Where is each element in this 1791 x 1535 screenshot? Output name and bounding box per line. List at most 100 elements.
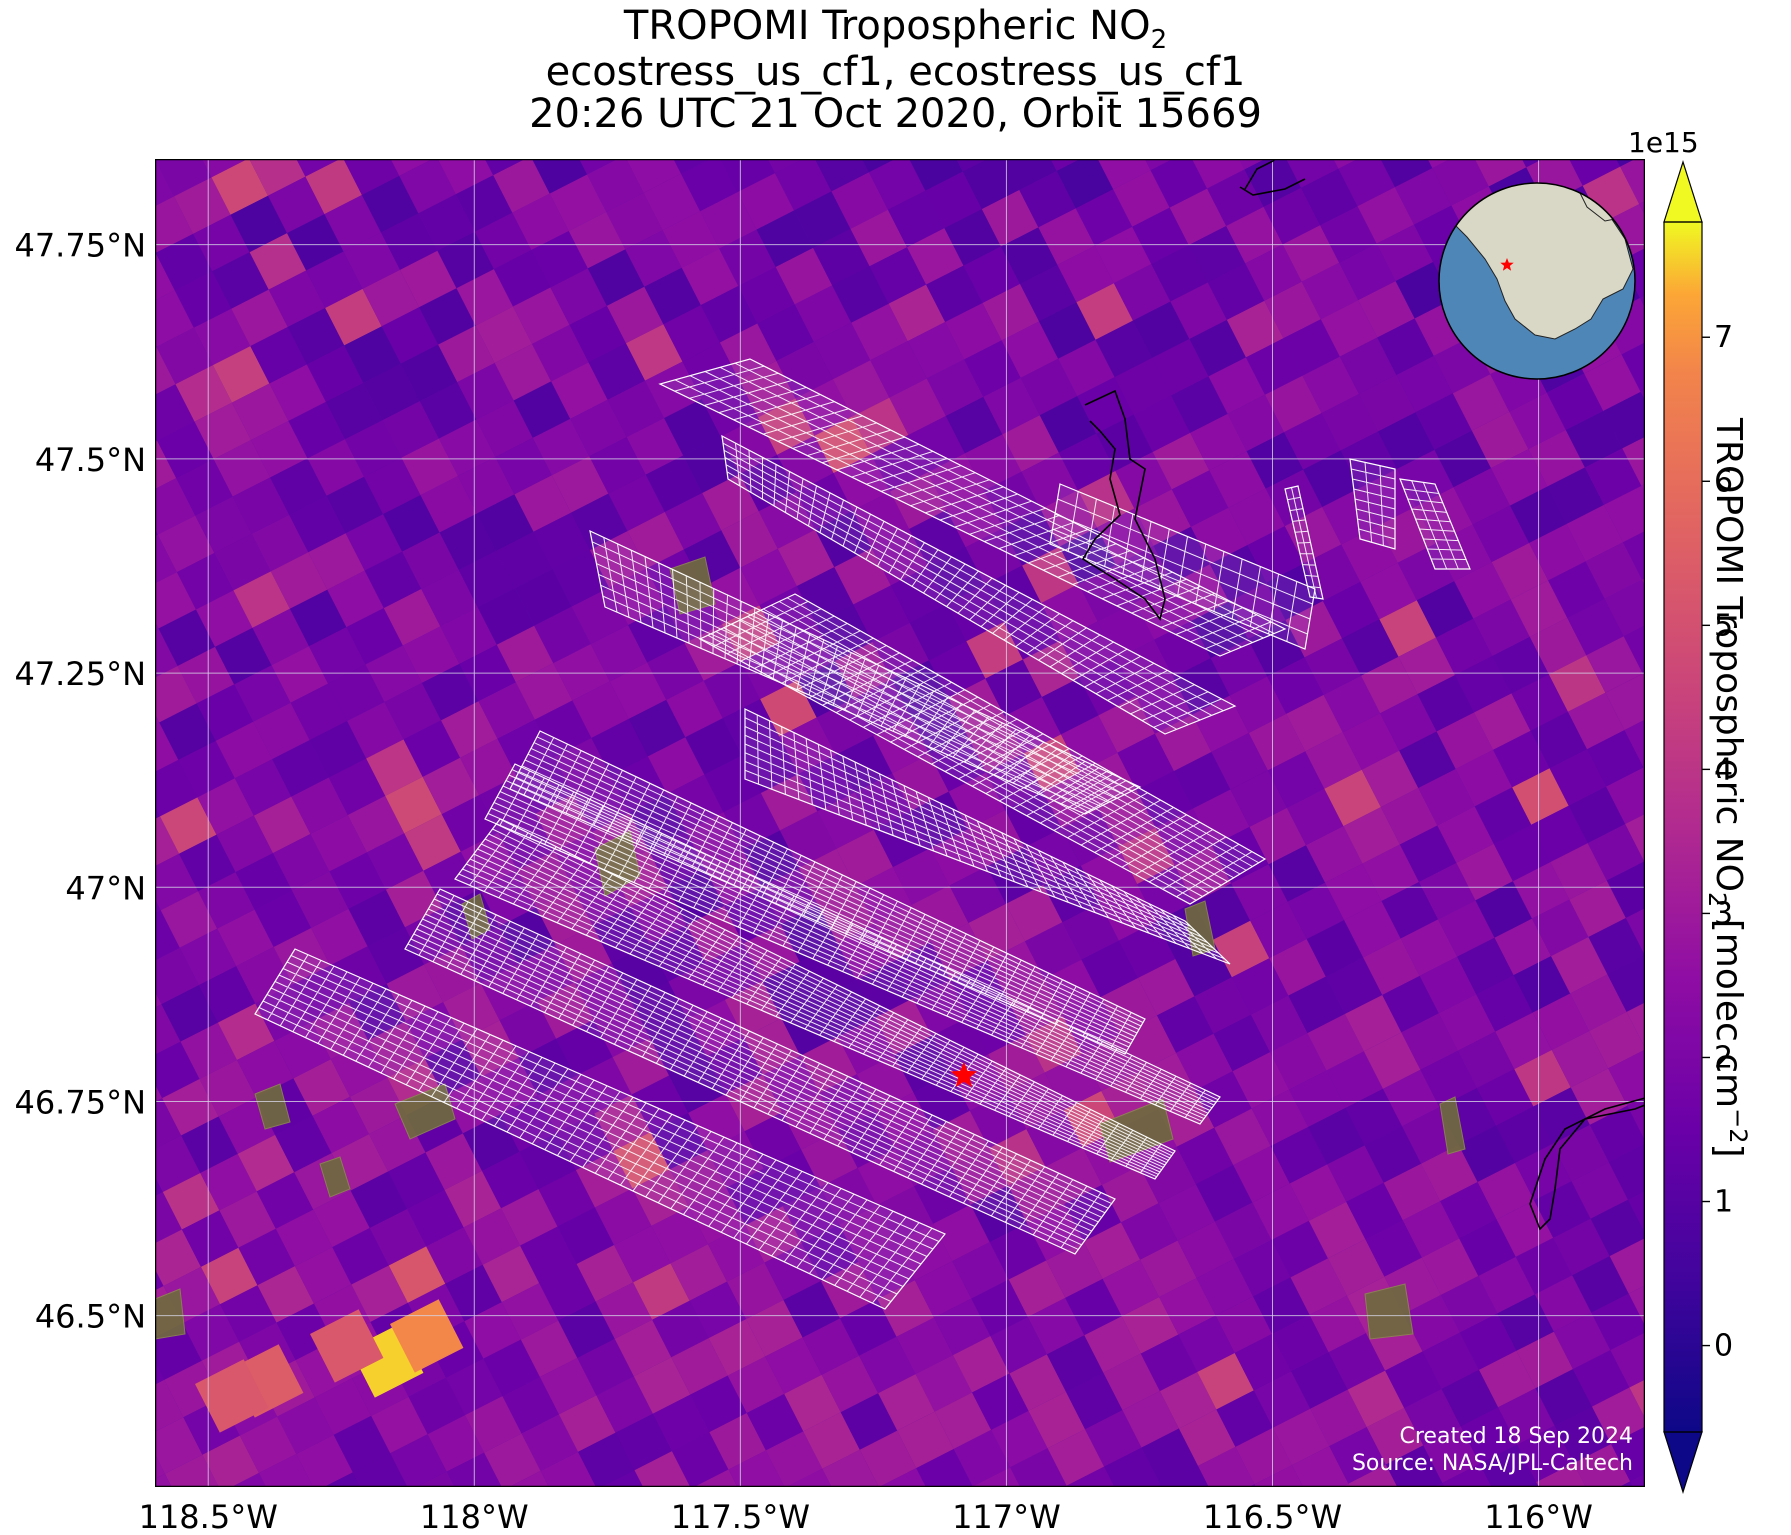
no2-pixel	[1322, 581, 1380, 639]
no2-pixel	[328, 664, 385, 722]
no2-pixel	[916, 1448, 973, 1487]
colorbar-frame	[1663, 221, 1703, 1433]
no2-pixel	[1456, 843, 1513, 901]
no2-pixel	[1286, 788, 1344, 846]
no2-pixel	[1010, 1448, 1067, 1487]
no2-pixel	[1246, 432, 1304, 489]
no2-pixel	[401, 438, 458, 496]
no2-pixel	[666, 680, 723, 738]
no2-pixel	[1208, 357, 1266, 414]
no2-pixel	[233, 571, 290, 628]
no2-pixel	[800, 1036, 857, 1094]
no2-pixel	[1056, 159, 1114, 209]
no2-pixel	[421, 569, 478, 627]
no2-pixel	[1399, 731, 1456, 789]
no2-pixel	[632, 1169, 689, 1226]
tropomi-pixel-layer	[155, 159, 1645, 1487]
no2-pixel	[351, 1265, 408, 1322]
no2-pixel	[1253, 1371, 1311, 1428]
no2-pixel	[306, 345, 364, 402]
no2-pixel	[1323, 675, 1381, 733]
no2-pixel	[724, 886, 781, 944]
no2-pixel	[1550, 843, 1607, 900]
no2-pixel	[557, 1207, 615, 1265]
no2-pixel	[1081, 940, 1138, 998]
no2-pixel	[1435, 618, 1493, 676]
no2-pixel	[907, 228, 964, 285]
swath-grid	[458, 823, 1174, 1178]
no2-pixel	[177, 646, 235, 704]
no2-pixel	[214, 533, 271, 591]
no2-pixel	[366, 833, 424, 890]
no2-pixel	[1234, 1239, 1291, 1297]
no2-pixel	[651, 1206, 708, 1264]
no2-pixel	[763, 1149, 821, 1207]
no2-pixel	[945, 396, 1003, 454]
no2-pixel	[859, 1336, 916, 1394]
no2-pixel	[479, 870, 537, 927]
no2-pixel	[482, 1151, 539, 1209]
no2-pixel	[1098, 696, 1155, 753]
no2-pixel	[215, 721, 273, 779]
no2-pixel	[1009, 1354, 1066, 1411]
no2-pixel	[155, 947, 199, 1005]
no2-pixel	[1607, 955, 1645, 1012]
no2-pixel	[1265, 375, 1322, 433]
no2-pixel	[608, 474, 665, 532]
no2-pixel	[155, 722, 179, 772]
no2-pixel	[1623, 531, 1645, 580]
no2-pixel	[626, 418, 684, 475]
no2-pixel	[801, 1130, 858, 1188]
no2-pixel	[1321, 394, 1378, 451]
no2-pixel	[419, 288, 476, 345]
no2-pixel	[252, 608, 309, 666]
no2-pixel	[648, 831, 706, 888]
no2-pixel	[155, 1098, 182, 1149]
no2-pixel	[437, 159, 494, 195]
no2-pixel	[1639, 201, 1645, 216]
no2-pixel	[1226, 206, 1283, 264]
no2-pixel	[1534, 1181, 1591, 1238]
no2-pixel	[501, 1189, 558, 1246]
no2-pixel	[347, 701, 404, 759]
no2-pixel	[1197, 1352, 1254, 1410]
no2-pixel	[643, 173, 701, 231]
imagery-patch	[394, 1083, 456, 1140]
no2-pixel	[1002, 415, 1059, 472]
no2-pixel	[1418, 768, 1475, 826]
no2-pixel	[1154, 714, 1212, 772]
no2-pixel	[794, 191, 851, 248]
no2-pixel	[458, 550, 516, 608]
no2-pixel	[496, 531, 553, 589]
no2-pixel	[369, 1208, 427, 1266]
no2-pixel	[1416, 581, 1474, 638]
no2-pixel	[840, 1393, 898, 1450]
no2-pixel	[683, 436, 740, 493]
no2-pixel	[1603, 485, 1645, 543]
no2-pixel	[1606, 767, 1645, 825]
no2-pixel	[1572, 1256, 1629, 1313]
no2-pixel	[928, 547, 985, 604]
no2-pixel	[1437, 806, 1494, 863]
no2-pixel	[1327, 1239, 1385, 1296]
no2-pixel	[719, 229, 776, 287]
no2-pixel	[1357, 187, 1414, 244]
no2-pixel	[1210, 639, 1268, 696]
lon-tick-label: 118°W	[420, 1498, 529, 1535]
no2-pixel	[700, 286, 758, 343]
no2-pixel	[520, 1226, 577, 1284]
no2-pixel	[765, 1337, 822, 1394]
swath-grid	[512, 736, 1144, 1051]
no2-pixel	[443, 983, 500, 1040]
no2-pixel	[1440, 1275, 1498, 1333]
no2-pixel	[155, 628, 178, 678]
no2-pixel	[1549, 749, 1607, 806]
no2-pixel	[385, 776, 442, 834]
no2-pixel	[908, 415, 965, 473]
no2-pixel	[688, 1187, 746, 1245]
no2-pixel	[1492, 636, 1549, 694]
no2-pixel	[1234, 1333, 1292, 1391]
no2-pixel	[1085, 1410, 1142, 1467]
no2-pixel	[820, 1167, 877, 1225]
no2-pixel	[971, 1279, 1028, 1337]
